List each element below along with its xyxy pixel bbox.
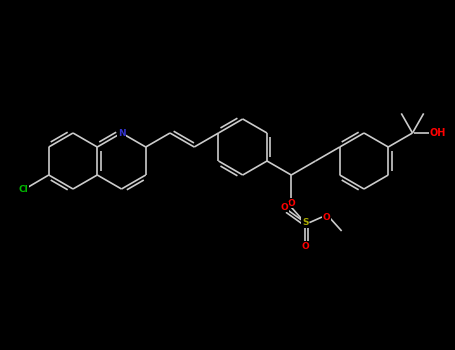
- Text: N: N: [118, 128, 125, 138]
- Text: S: S: [302, 218, 308, 227]
- Text: Cl: Cl: [18, 184, 28, 194]
- Text: OH: OH: [430, 128, 446, 138]
- Text: O: O: [322, 212, 330, 222]
- Text: O: O: [288, 198, 295, 208]
- Text: O: O: [280, 203, 288, 212]
- Text: O: O: [301, 242, 309, 251]
